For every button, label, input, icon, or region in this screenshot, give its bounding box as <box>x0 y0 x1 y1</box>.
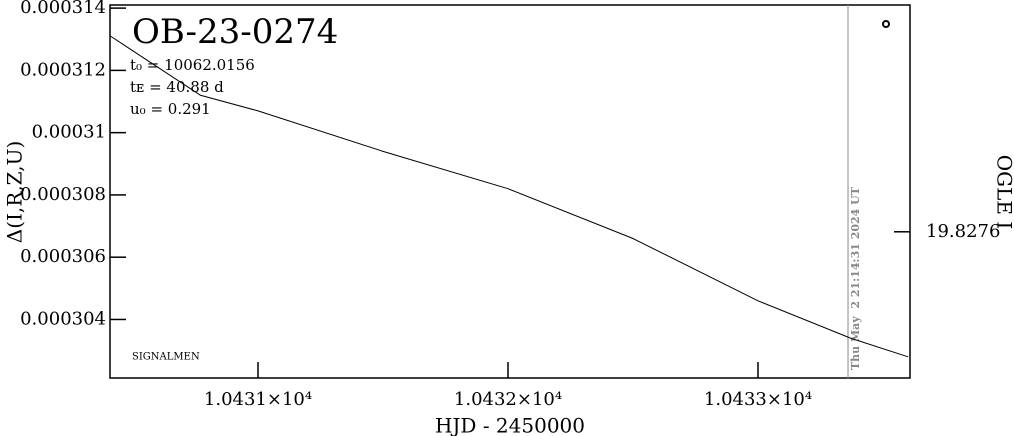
data-line <box>110 35 909 358</box>
y-tick-label: 0.000306 <box>20 246 106 267</box>
y-tick-label: 0.000308 <box>20 184 106 205</box>
y2-axis-label: OGLE I <box>993 155 1014 230</box>
annotation: t₀ = 10062.0156 <box>130 56 255 74</box>
annotation: u₀ = 0.291 <box>130 100 211 118</box>
plot-frame <box>109 4 911 379</box>
timestamp: Thu May 2 21:14:31 2024 UT <box>849 186 862 370</box>
y2-tick-label: 19.8276 <box>926 221 1000 242</box>
y-tick-label: 0.00031 <box>32 122 106 143</box>
marker-icon <box>882 20 890 28</box>
x-tick-label: 1.0433×10⁴ <box>704 389 812 410</box>
y-axis-label: Δ(I,R,Z,U) <box>3 141 27 243</box>
y-tick-label: 0.000312 <box>20 59 106 80</box>
y-tick-label: 0.000314 <box>20 0 106 18</box>
annotation: tᴇ = 40.88 d <box>130 78 224 96</box>
x-tick-label: 1.0432×10⁴ <box>454 389 562 410</box>
chart-title: OB-23-0274 <box>132 12 338 52</box>
footnote: SIGNALMEN <box>132 352 200 363</box>
y-tick-label: 0.000304 <box>20 308 106 329</box>
x-tick-label: 1.0431×10⁴ <box>204 389 312 410</box>
x-axis-label: HJD - 2450000 <box>435 414 585 436</box>
